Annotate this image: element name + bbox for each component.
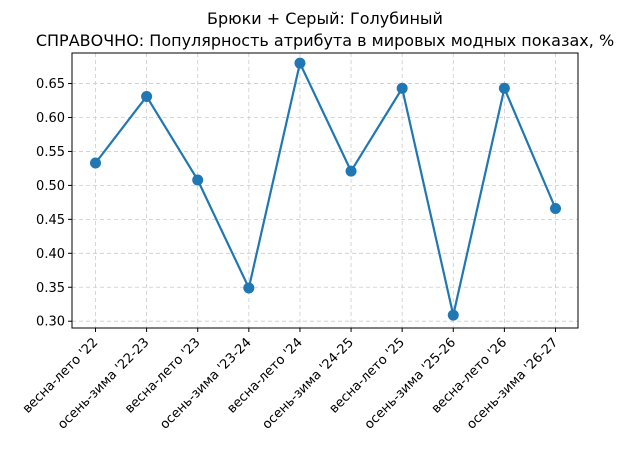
data-point — [550, 202, 561, 214]
y-tick-label: 0.55 — [36, 145, 65, 160]
chart-subtitle: СПРАВОЧНО: Популярность атрибута в миров… — [36, 31, 614, 50]
y-tick-label: 0.30 — [36, 315, 65, 330]
x-tick-label: осень-зима '26-27 — [464, 335, 561, 432]
axes-frame — [71, 52, 579, 329]
y-tick-label: 0.60 — [36, 111, 65, 126]
x-tick-label: осень-зима '24-25 — [260, 335, 357, 432]
data-point — [447, 309, 459, 321]
data-point — [345, 165, 357, 177]
x-tick-label: осень-зима '22-23 — [55, 335, 152, 432]
y-tick-label: 0.40 — [36, 247, 65, 262]
data-point — [294, 57, 306, 69]
y-axis: 0.30 0.35 0.40 0.45 0.50 0.55 0.60 0.65 — [36, 77, 72, 330]
data-point — [396, 82, 408, 94]
data-point — [498, 82, 510, 94]
y-tick-label: 0.65 — [36, 77, 65, 92]
data-point — [192, 174, 204, 186]
series-line — [94, 62, 557, 317]
chart-title: Брюки + Серый: Голубиный — [207, 9, 443, 28]
y-tick-label: 0.50 — [36, 179, 65, 194]
data-point — [243, 282, 255, 294]
y-tick-label: 0.45 — [36, 213, 65, 228]
x-tick-label: осень-зима '25-26 — [362, 335, 459, 432]
data-point — [141, 90, 153, 102]
plot-area — [90, 57, 561, 321]
y-tick-label: 0.35 — [36, 281, 65, 296]
data-point — [90, 157, 101, 169]
x-tick-label: осень-зима '23-24 — [157, 335, 254, 432]
